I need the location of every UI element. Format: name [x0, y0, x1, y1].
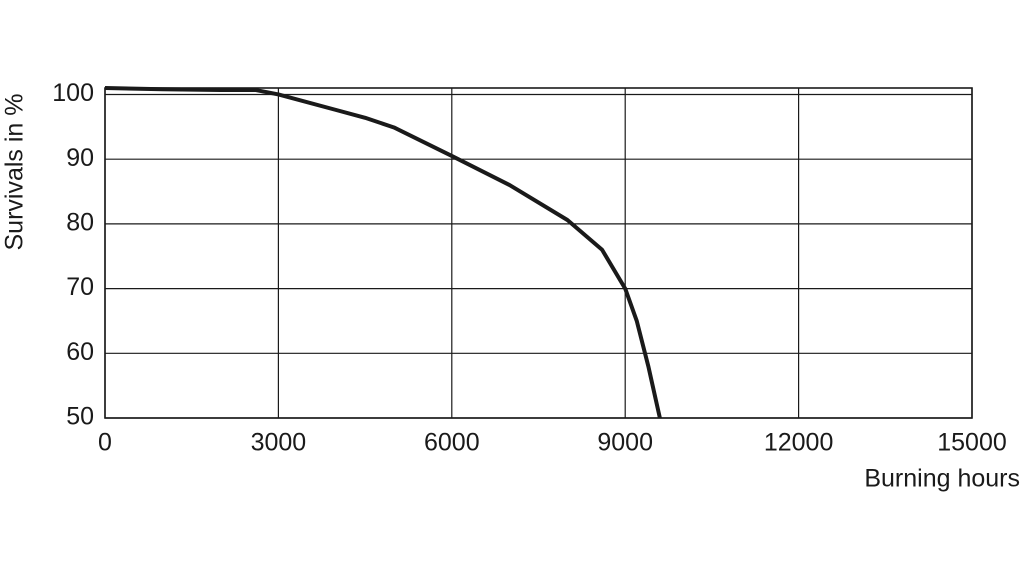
y-tick-label: 80	[66, 208, 94, 236]
x-tick-label: 0	[98, 429, 112, 457]
x-tick-label: 3000	[251, 429, 307, 457]
y-axis-label: Survivals in %	[1, 94, 29, 251]
y-tick-label: 70	[66, 273, 94, 301]
x-tick-label: 15000	[937, 429, 1007, 457]
plot-frame	[104, 87, 973, 419]
y-tick-label: 100	[52, 79, 94, 107]
y-tick-label: 90	[66, 144, 94, 172]
x-tick-label: 12000	[764, 429, 834, 457]
x-tick-label: 9000	[597, 429, 653, 457]
x-tick-label: 6000	[424, 429, 480, 457]
y-tick-label: 60	[66, 338, 94, 366]
x-axis-label: Burning hours	[864, 465, 1020, 493]
y-tick-label: 50	[66, 403, 94, 431]
data-line	[104, 86, 662, 419]
